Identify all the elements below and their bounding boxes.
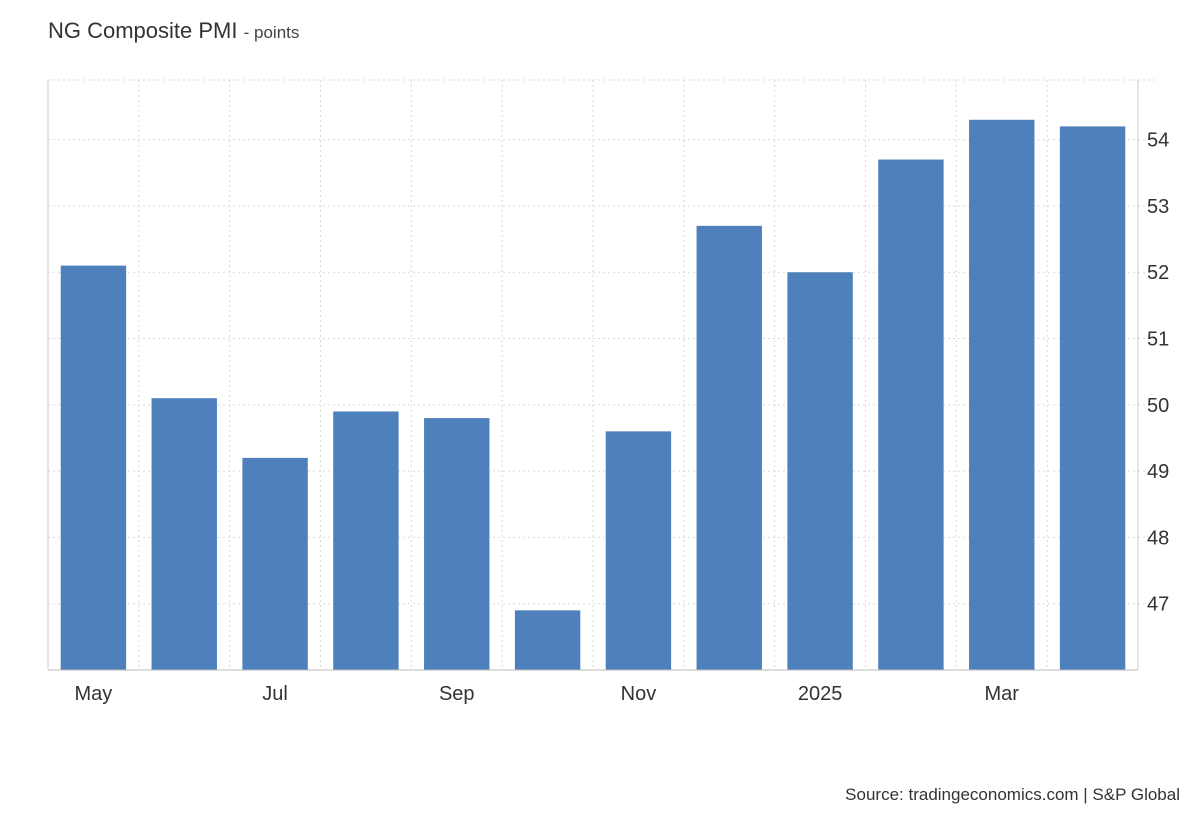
bar-apr (1059, 126, 1126, 671)
y-tick-label: 53 (1147, 196, 1169, 218)
y-tick-label: 51 (1147, 329, 1169, 351)
y-tick-label: 50 (1147, 395, 1169, 417)
bar-may (60, 265, 127, 670)
bar-jul (242, 457, 308, 670)
x-tick-label: Nov (621, 683, 657, 705)
bar-layer (60, 119, 1126, 671)
axis-layer: 47 48 49 50 51 52 53 54 May Jul Sep Nov 2025 Mar (47, 80, 1169, 705)
chart-title-main: NG Composite PMI (48, 18, 238, 43)
bar-2025 (787, 272, 853, 670)
x-tick-label: May (75, 683, 113, 705)
source-note: Source: tradingeconomics.com | S&P Globa… (845, 785, 1180, 804)
y-tick-label: 54 (1147, 130, 1169, 152)
bar-dec (696, 225, 762, 670)
y-tick-label: 49 (1147, 461, 1169, 483)
bar-mar (969, 119, 1035, 671)
y-tick-label: 52 (1147, 262, 1169, 284)
bar-jun (151, 398, 217, 670)
bar-nov (605, 431, 672, 670)
chart-title-unit: - points (243, 23, 300, 42)
bar-oct (514, 610, 581, 670)
x-tick-label: Sep (439, 683, 475, 705)
bar-aug (333, 411, 399, 670)
bar-feb (878, 159, 944, 670)
x-tick-label: Mar (985, 683, 1020, 705)
y-tick-label: 47 (1147, 594, 1169, 616)
bar-sep (424, 418, 490, 670)
chart-title: NG Composite PMI - points (48, 18, 299, 44)
x-tick-label: 2025 (798, 683, 843, 705)
y-tick-label: 48 (1147, 527, 1169, 549)
x-tick-label: Jul (262, 683, 288, 705)
